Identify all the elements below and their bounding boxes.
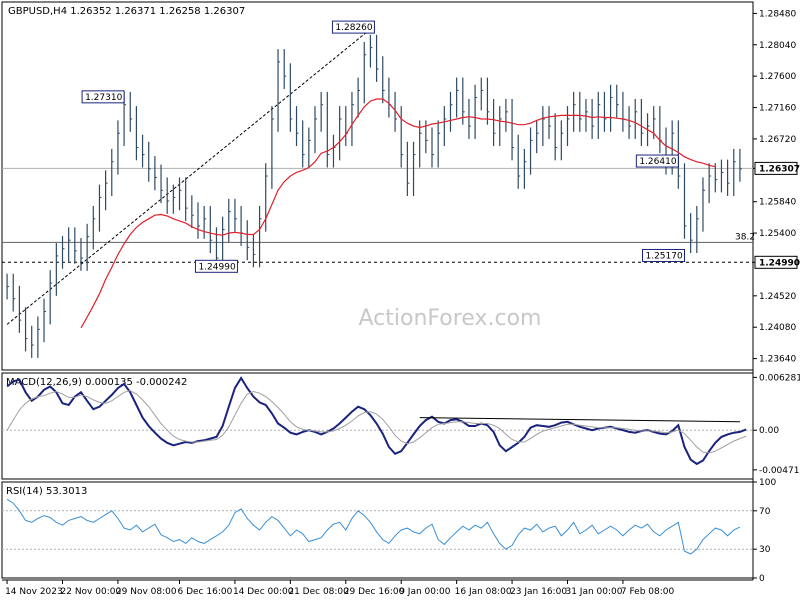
rsi-y-tick-label: 70 [759,507,771,517]
support-price-label: 1.24990 [759,258,800,268]
x-tick-label: 22 Nov 00:00 [61,587,122,597]
macd-trend-line [419,417,740,423]
price-trend-line [6,28,371,325]
x-tick-label: 29 Dec 16:00 [344,587,405,597]
panel-frame-price [1,1,754,371]
macd-y-tick-label: 0.00 [759,426,779,436]
price-y-tick-label: 1.24520 [759,292,796,302]
x-tick-label: 14 Nov 2023 [5,587,63,597]
annotation-label: 1.28260 [335,23,372,33]
annotation-label: 1.27310 [85,93,122,103]
annotation-label: 1.26410 [639,157,676,167]
annotation-label: 1.24990 [198,262,235,272]
watermark: ActionForex.com [359,306,542,331]
price-y-tick-label: 1.28480 [759,9,796,19]
x-tick-label: 14 Dec 00:00 [233,587,294,597]
annotation-box [331,20,375,34]
x-tick-label: 9 Jan 00:00 [399,587,451,597]
x-tick-label: 6 Dec 16:00 [178,587,233,597]
macd-header: MACD(12,26,9) 0.000135 -0.000242 [6,377,187,388]
price-y-tick-label: 1.24080 [759,323,796,333]
macd-line [6,376,747,466]
fib-level-label: 38.2 [735,232,755,242]
price-y-tick-label: 1.26720 [759,135,796,145]
macd-y-tick-label: -0.004711 [759,466,800,476]
annotation-box [641,248,685,262]
rsi-header: RSI(14) 53.3013 [6,486,87,497]
x-tick-label: 29 Nov 08:00 [116,587,177,597]
price-y-tick-label: 1.25400 [759,229,796,239]
annotation-box [635,154,679,168]
annotation-box [194,259,238,273]
moving-average-line [80,98,716,329]
x-tick-label: 21 Dec 08:00 [288,587,349,597]
x-tick-label: 23 Jan 16:00 [510,587,567,597]
annotation-label: 1.25170 [645,251,682,261]
current-price-box [754,161,798,175]
macd-signal-line [6,390,747,454]
price-y-tick-label: 1.25840 [759,198,796,208]
x-tick-label: 16 Jan 08:00 [455,587,512,597]
x-tick-label: 7 Feb 08:00 [621,587,675,597]
price-y-tick-label: 1.28040 [759,41,796,51]
price-y-tick-label: 1.27160 [759,104,796,114]
support-price-box [754,255,798,269]
rsi-y-tick-label: 0 [759,574,765,584]
current-price-label: 1.26307 [759,164,800,174]
price-header: GBPUSD,H4 1.26352 1.26371 1.26258 1.2630… [8,6,245,17]
x-tick-label: 31 Jan 00:00 [565,587,622,597]
annotation-box [81,90,125,104]
rsi-y-tick-label: 100 [759,478,776,488]
price-bars [6,34,742,358]
rsi-line [6,498,741,555]
price-y-tick-label: 1.23640 [759,355,796,365]
rsi-y-tick-label: 30 [759,545,771,555]
panel-frame-rsi [1,481,754,579]
macd-y-tick-label: 0.006281 [759,373,800,383]
price-y-tick-label: 1.27600 [759,72,796,82]
